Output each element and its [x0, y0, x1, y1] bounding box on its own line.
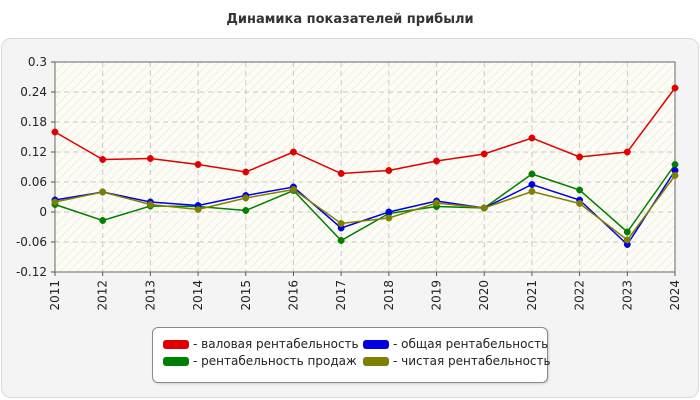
data-point: [99, 156, 107, 163]
legend-item: - чистая рентабельность: [363, 354, 551, 368]
data-point: [528, 188, 536, 195]
legend-swatch: [163, 356, 189, 366]
data-point: [337, 170, 345, 177]
x-tick-label: 2023: [620, 280, 634, 311]
data-point: [528, 134, 536, 142]
x-tick-label: 2012: [96, 280, 110, 311]
data-point: [528, 170, 536, 178]
data-point: [433, 199, 440, 207]
y-tick-label: -0.06: [16, 235, 47, 249]
data-point: [146, 201, 154, 208]
x-tick-label: 2020: [477, 280, 491, 311]
data-point: [51, 128, 59, 136]
data-point: [623, 148, 631, 156]
data-point: [290, 186, 297, 193]
data-point: [99, 217, 107, 224]
legend-swatch: [163, 339, 189, 349]
data-point: [623, 228, 631, 236]
x-tick-label: 2014: [191, 280, 205, 311]
data-point: [671, 161, 679, 168]
y-tick-label: 0.12: [20, 145, 47, 159]
data-point: [576, 186, 584, 194]
x-tick-label: 2021: [525, 280, 539, 311]
data-point: [242, 194, 250, 202]
y-tick-label: -0.12: [16, 265, 47, 279]
x-tick-label: 2018: [382, 280, 396, 311]
data-point: [51, 198, 59, 206]
x-tick-label: 2016: [286, 280, 300, 311]
x-tick-label: 2022: [573, 280, 587, 311]
legend-swatch: [363, 356, 389, 366]
data-point: [385, 208, 393, 216]
x-tick-label: 2015: [239, 280, 253, 311]
data-point: [290, 148, 297, 156]
data-point: [528, 181, 536, 188]
x-tick-label: 2024: [668, 280, 682, 311]
data-point: [337, 237, 345, 244]
data-point: [385, 167, 393, 174]
data-point: [623, 236, 631, 244]
data-point: [99, 188, 107, 196]
data-point: [671, 172, 679, 179]
y-tick-label: 0.3: [28, 55, 47, 69]
legend-swatch: [363, 339, 389, 349]
data-point: [242, 207, 250, 214]
data-point: [146, 155, 154, 162]
data-point: [433, 157, 440, 165]
legend-label: - общая рентабельность: [393, 337, 549, 351]
data-point: [194, 161, 202, 168]
legend-label: - валовая рентабельность: [193, 337, 359, 351]
chart-title: Динамика показателей прибыли: [226, 12, 474, 27]
series-line: [54, 175, 676, 242]
x-tick-label: 2011: [48, 280, 62, 311]
legend-item: - рентабельность продаж: [163, 354, 357, 368]
legend-item: - валовая рентабельность: [163, 337, 359, 351]
data-point: [385, 214, 393, 222]
legend-item: - общая рентабельность: [363, 337, 548, 351]
data-point: [194, 206, 202, 213]
y-tick-label: 0.24: [20, 85, 47, 99]
y-tick-label: 0.06: [20, 175, 47, 189]
data-point: [480, 204, 488, 212]
series-line: [54, 87, 676, 175]
data-point: [480, 150, 488, 158]
data-point: [337, 220, 345, 227]
legend-label: - чистая рентабельность: [393, 354, 551, 368]
data-point: [242, 168, 250, 176]
plot-area: [55, 62, 675, 272]
x-tick-label: 2017: [334, 280, 348, 311]
legend: - валовая рентабельность - общая рентабе…: [152, 327, 551, 383]
data-point: [671, 84, 679, 92]
y-tick-label: 0.18: [20, 115, 47, 129]
data-point: [576, 200, 584, 207]
x-tick-label: 2013: [143, 280, 157, 311]
data-point: [576, 153, 584, 161]
y-tick-label: 0: [39, 205, 47, 219]
x-tick-label: 2019: [430, 280, 444, 311]
legend-label: - рентабельность продаж: [193, 354, 357, 368]
